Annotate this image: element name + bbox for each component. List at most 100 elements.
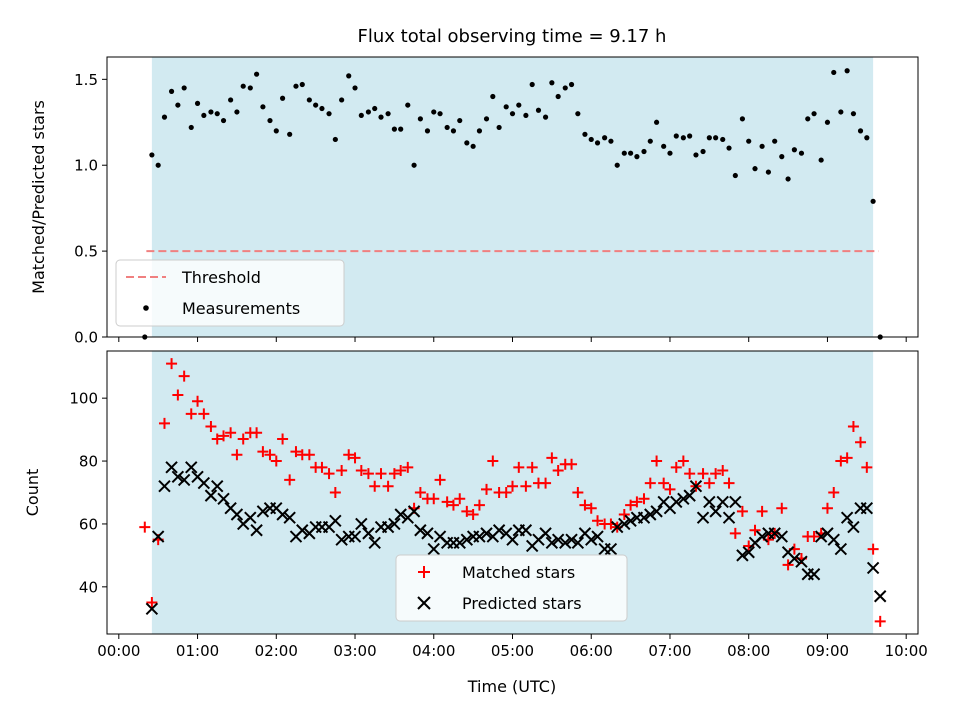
measurement-point xyxy=(634,154,640,160)
matched-star-point xyxy=(717,464,729,476)
matched-star-point xyxy=(461,505,473,517)
predicted-star-point xyxy=(421,527,434,540)
measurement-point xyxy=(870,198,876,204)
predicted-star-point xyxy=(394,508,407,521)
measurement-point xyxy=(575,111,581,117)
matched-star-point xyxy=(572,487,584,498)
matched-legend-label: Matched stars xyxy=(462,563,575,582)
measurement-point xyxy=(628,150,634,156)
matched-star-point xyxy=(638,493,650,505)
measurement-point xyxy=(752,166,758,172)
measurement-point xyxy=(523,112,529,119)
predicted-star-point xyxy=(709,505,722,518)
measurement-point xyxy=(470,143,476,149)
matched-star-point xyxy=(710,468,722,480)
predicted-star-point xyxy=(716,495,729,509)
predicted-star-point xyxy=(768,527,781,540)
measurement-point xyxy=(319,105,325,112)
matched-star-point xyxy=(349,452,361,464)
ratio-panel: 0.0 0.5 1.0 1.5 Matched/Predicted stars Thr… xyxy=(29,56,919,347)
predicted-star-point xyxy=(565,533,578,546)
matched-legend-marker xyxy=(418,566,430,578)
matched-star-point xyxy=(264,449,276,461)
matched-star-point xyxy=(277,433,289,445)
matched-star-point xyxy=(355,464,367,476)
x-tick-label: 05:00 xyxy=(491,642,534,660)
matched-star-point xyxy=(664,483,676,495)
measurement-point xyxy=(693,152,699,158)
matched-star-point xyxy=(185,408,197,420)
predicted-star-point xyxy=(355,517,368,531)
matched-star-point xyxy=(507,480,518,492)
matched-star-point xyxy=(211,433,223,445)
measurement-point xyxy=(161,114,168,120)
measurement-point xyxy=(706,135,712,141)
predicted-star-point xyxy=(151,530,165,543)
x-tick-label: 06:00 xyxy=(570,642,613,660)
measurement-point xyxy=(306,97,312,103)
measurement-point xyxy=(378,114,384,120)
predicted-star-point xyxy=(211,480,224,493)
measurement-point xyxy=(188,124,194,131)
x-tick-label: 08:00 xyxy=(727,642,770,660)
predicted-star-point xyxy=(335,533,348,546)
measurement-point xyxy=(641,148,647,155)
measurement-point xyxy=(647,138,653,144)
measurement-point xyxy=(850,111,857,117)
measurement-point xyxy=(411,162,417,168)
measurement-point xyxy=(444,124,450,131)
measurement-point xyxy=(503,104,509,110)
measurement-point xyxy=(516,102,522,108)
matched-star-point xyxy=(336,464,348,476)
matched-star-point xyxy=(782,559,794,571)
predicted-star-point xyxy=(204,489,218,502)
matched-star-point xyxy=(205,420,217,432)
matched-star-point xyxy=(670,461,682,473)
predicted-star-point xyxy=(683,489,696,502)
predicted-star-point xyxy=(866,561,880,575)
measurement-point xyxy=(791,147,797,153)
measurement-point xyxy=(352,85,358,91)
matched-star-point xyxy=(323,468,335,480)
matched-star-point xyxy=(218,430,230,442)
measurement-point xyxy=(437,111,443,117)
predicted-star-point xyxy=(722,511,736,524)
predicted-star-point xyxy=(506,533,519,546)
matched-star-point xyxy=(855,436,867,448)
measurement-point xyxy=(431,109,437,115)
ratio-y-tick-label: 1.0 xyxy=(74,157,98,175)
measurement-point xyxy=(713,135,719,141)
measurement-point xyxy=(594,140,601,146)
matched-star-point xyxy=(552,464,564,476)
measurement-point xyxy=(831,69,837,76)
matched-star-point xyxy=(231,449,243,461)
measurement-point xyxy=(155,162,161,168)
predicted-star-point xyxy=(551,533,565,546)
measurement-point xyxy=(332,136,338,143)
matched-star-point xyxy=(828,487,840,498)
measurement-point xyxy=(457,117,463,124)
x-tick-label: 04:00 xyxy=(412,642,455,660)
predicted-star-point xyxy=(677,492,690,505)
predicted-star-point xyxy=(559,536,572,550)
measurement-point xyxy=(759,143,765,149)
x-axis-label: Time (UTC) xyxy=(467,677,556,696)
measurement-point xyxy=(358,112,364,119)
measurement-point xyxy=(254,71,260,77)
matched-star-point xyxy=(362,468,374,480)
measurement-point xyxy=(201,112,207,119)
matched-star-point xyxy=(579,499,591,511)
predicted-star-point xyxy=(165,461,178,474)
measurement-point xyxy=(818,157,824,163)
measurement-point xyxy=(293,83,299,89)
measurement-point xyxy=(555,93,561,100)
predicted-star-point xyxy=(171,470,185,483)
measurement-point xyxy=(785,176,791,182)
measurement-point xyxy=(339,97,345,103)
measurement-point xyxy=(661,143,667,149)
matched-star-point xyxy=(821,502,833,514)
measurement-point xyxy=(417,116,423,122)
measurement-point xyxy=(568,81,575,88)
predicted-star-point xyxy=(873,590,887,603)
predicted-star-point xyxy=(860,502,874,515)
